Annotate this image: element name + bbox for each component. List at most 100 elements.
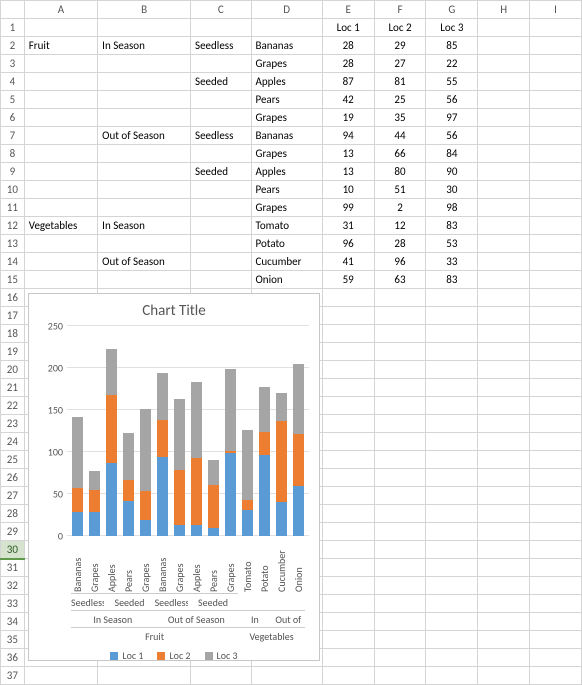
cell[interactable]: 19 xyxy=(322,109,374,127)
cell[interactable] xyxy=(478,235,530,253)
cell[interactable]: 98 xyxy=(426,199,478,217)
cell[interactable] xyxy=(24,271,97,289)
row-header[interactable]: 24 xyxy=(1,433,25,451)
cell[interactable] xyxy=(478,91,530,109)
table-row[interactable]: 6Grapes193597 xyxy=(1,109,582,127)
cell[interactable] xyxy=(322,451,374,469)
bar-segment[interactable] xyxy=(293,486,303,536)
cell[interactable] xyxy=(426,361,478,379)
cell[interactable] xyxy=(478,307,530,325)
cell[interactable]: 41 xyxy=(322,253,374,271)
cell[interactable]: 30 xyxy=(426,181,478,199)
cell[interactable] xyxy=(374,667,426,685)
bar-column[interactable] xyxy=(292,326,305,536)
cell[interactable] xyxy=(530,397,582,415)
cell[interactable] xyxy=(478,55,530,73)
select-all-corner[interactable] xyxy=(1,1,25,19)
cell[interactable] xyxy=(530,577,582,595)
cell[interactable] xyxy=(530,73,582,91)
bar-segment[interactable] xyxy=(208,460,218,485)
cell[interactable]: Seeded xyxy=(191,163,251,181)
cell[interactable] xyxy=(374,361,426,379)
cell[interactable] xyxy=(24,667,97,685)
cell[interactable] xyxy=(530,37,582,55)
cell[interactable] xyxy=(98,199,191,217)
cell[interactable] xyxy=(322,649,374,667)
table-row[interactable]: 15Onion596383 xyxy=(1,271,582,289)
cell[interactable] xyxy=(322,343,374,361)
cell[interactable] xyxy=(530,163,582,181)
cell[interactable] xyxy=(478,397,530,415)
bar-segment[interactable] xyxy=(276,502,286,536)
cell[interactable]: 28 xyxy=(322,37,374,55)
cell[interactable] xyxy=(478,127,530,145)
cell[interactable] xyxy=(530,235,582,253)
cell[interactable]: Bananas xyxy=(251,127,322,145)
cell[interactable]: In Season xyxy=(98,37,191,55)
cell[interactable]: 99 xyxy=(322,199,374,217)
cell[interactable] xyxy=(374,289,426,307)
cell[interactable]: 87 xyxy=(322,73,374,91)
bar-column[interactable] xyxy=(105,326,118,536)
cell[interactable]: 55 xyxy=(426,73,478,91)
row-header[interactable]: 6 xyxy=(1,109,25,127)
cell[interactable] xyxy=(322,487,374,505)
bar-segment[interactable] xyxy=(123,501,133,536)
cell[interactable] xyxy=(426,325,478,343)
cell[interactable] xyxy=(478,559,530,577)
row-header[interactable]: 1 xyxy=(1,19,25,37)
cell[interactable] xyxy=(426,577,478,595)
col-header-C[interactable]: C xyxy=(191,1,251,19)
cell[interactable] xyxy=(374,559,426,577)
cell[interactable] xyxy=(191,199,251,217)
cell[interactable]: Loc 3 xyxy=(426,19,478,37)
bar-segment[interactable] xyxy=(140,409,150,490)
cell[interactable] xyxy=(374,631,426,649)
cell[interactable] xyxy=(530,649,582,667)
cell[interactable]: 31 xyxy=(322,217,374,235)
cell[interactable]: 63 xyxy=(374,271,426,289)
bar-segment[interactable] xyxy=(242,430,252,500)
cell[interactable]: 35 xyxy=(374,109,426,127)
cell[interactable] xyxy=(478,595,530,613)
cell[interactable] xyxy=(191,667,251,685)
cell[interactable] xyxy=(478,505,530,523)
cell[interactable]: Apples xyxy=(251,163,322,181)
cell[interactable]: Loc 1 xyxy=(322,19,374,37)
cell[interactable]: 27 xyxy=(374,55,426,73)
col-header-F[interactable]: F xyxy=(374,1,426,19)
cell[interactable] xyxy=(530,379,582,397)
cell[interactable] xyxy=(191,253,251,271)
table-row[interactable]: 9SeededApples138090 xyxy=(1,163,582,181)
cell[interactable] xyxy=(322,289,374,307)
cell[interactable]: Cucumber xyxy=(251,253,322,271)
cell[interactable]: 83 xyxy=(426,217,478,235)
row-header[interactable]: 10 xyxy=(1,181,25,199)
row-header[interactable]: 20 xyxy=(1,361,25,379)
col-header-B[interactable]: B xyxy=(98,1,191,19)
cell[interactable] xyxy=(322,307,374,325)
cell[interactable]: Seedless xyxy=(191,37,251,55)
cell[interactable] xyxy=(426,451,478,469)
cell[interactable]: 12 xyxy=(374,217,426,235)
cell[interactable] xyxy=(530,91,582,109)
cell[interactable] xyxy=(374,307,426,325)
bar-column[interactable] xyxy=(241,326,254,536)
cell[interactable]: Loc 2 xyxy=(374,19,426,37)
cell[interactable] xyxy=(24,91,97,109)
cell[interactable] xyxy=(530,289,582,307)
bar-segment[interactable] xyxy=(157,420,167,457)
cell[interactable] xyxy=(322,631,374,649)
cell[interactable] xyxy=(530,541,582,559)
bar-segment[interactable] xyxy=(242,500,252,510)
bar-column[interactable] xyxy=(224,326,237,536)
row-header[interactable]: 8 xyxy=(1,145,25,163)
cell[interactable] xyxy=(374,487,426,505)
cell[interactable]: 2 xyxy=(374,199,426,217)
cell[interactable] xyxy=(98,19,191,37)
cell[interactable] xyxy=(426,595,478,613)
cell[interactable] xyxy=(191,55,251,73)
cell[interactable] xyxy=(374,613,426,631)
col-header-A[interactable]: A xyxy=(24,1,97,19)
cell[interactable]: 59 xyxy=(322,271,374,289)
